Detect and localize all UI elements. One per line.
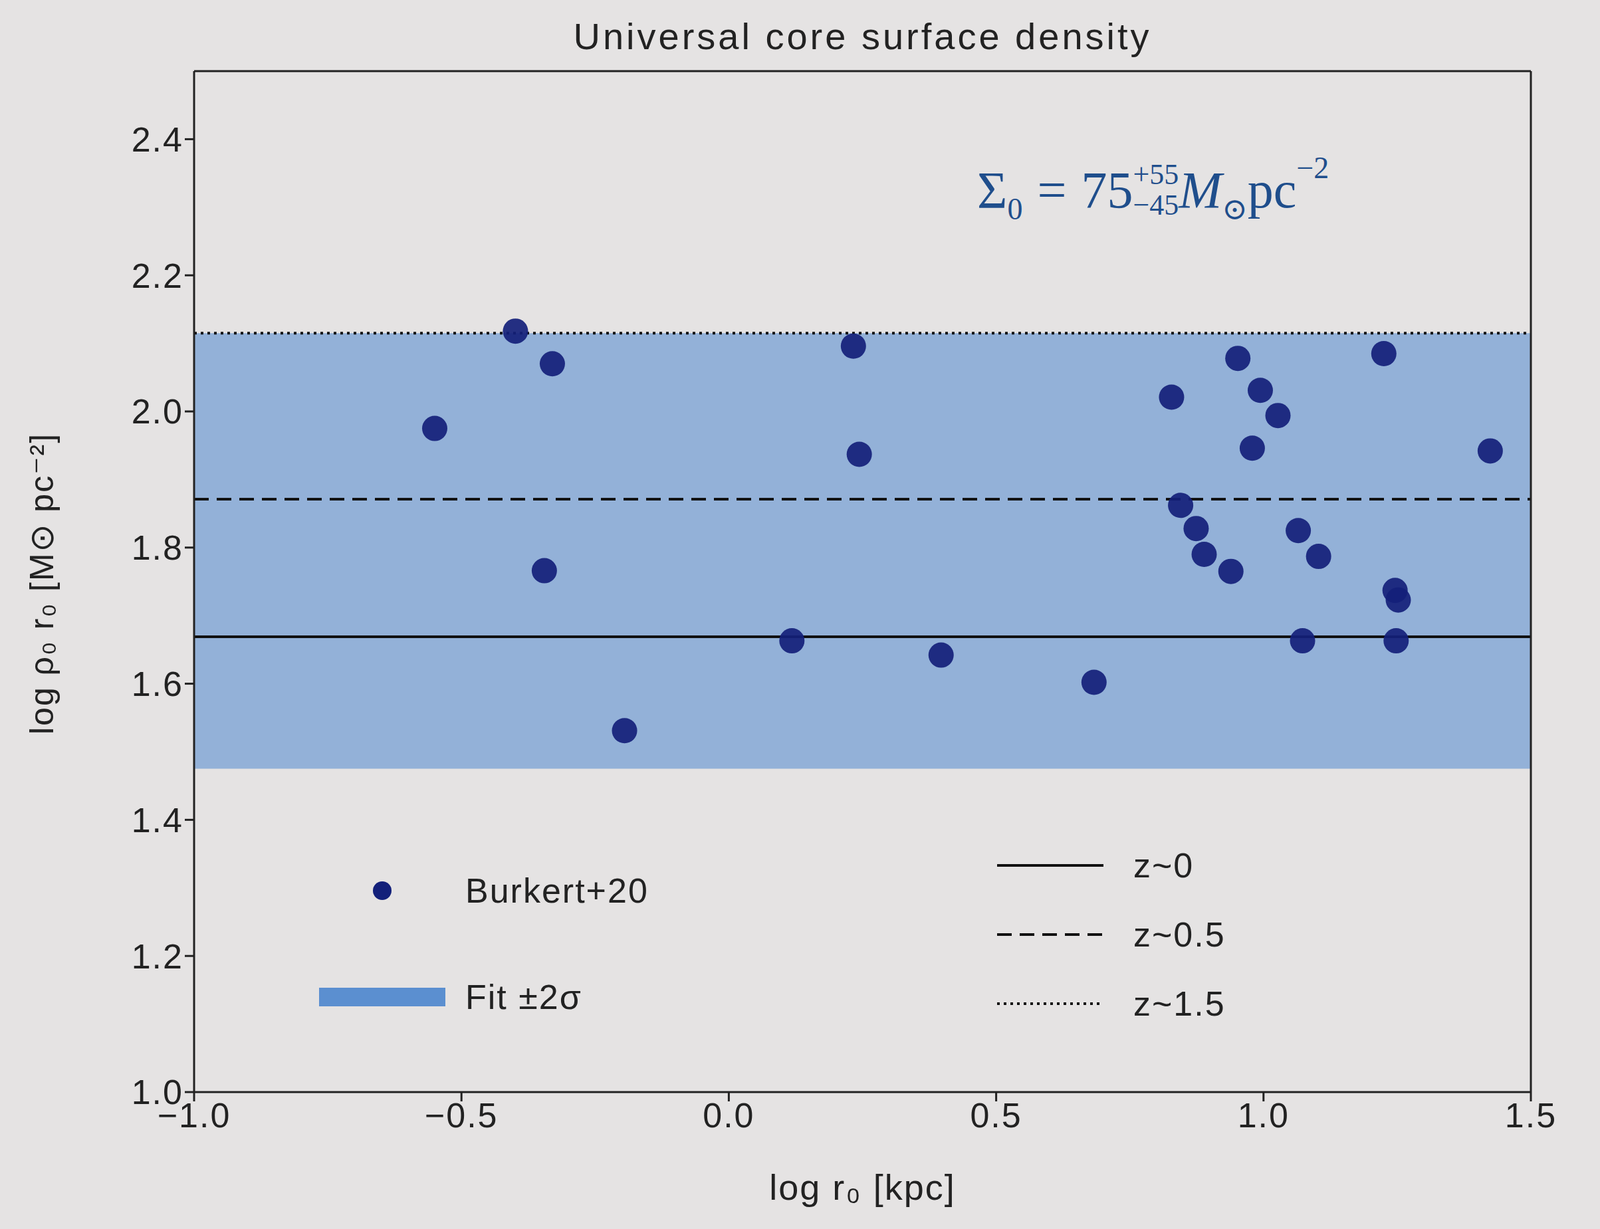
html-text:−45M⊙pc−2: −45M⊙pc−2 — [1132, 150, 1329, 227]
svg-text:1.4: 1.4 — [131, 800, 184, 840]
svg-text:1.5: 1.5 — [1504, 1096, 1557, 1135]
html-text:z~0.5: z~0.5 — [1133, 915, 1226, 954]
html-text:Universal core surface density: Universal core surface density — [573, 15, 1152, 58]
svg-text:1.0: 1.0 — [131, 1072, 184, 1112]
svg-text:0.5: 0.5 — [969, 1096, 1022, 1135]
svg-text:−0.5: −0.5 — [424, 1096, 499, 1135]
svg-text:2.0: 2.0 — [131, 392, 184, 431]
html-text:Burkert+20: Burkert+20 — [465, 871, 649, 911]
svg-text:1.2: 1.2 — [131, 937, 184, 976]
html-text:z~1.5: z~1.5 — [1133, 984, 1226, 1024]
svg-text:log r₀ [kpc]: log r₀ [kpc] — [769, 1167, 956, 1208]
svg-text:1.6: 1.6 — [131, 664, 184, 704]
svg-text:log ρ₀ r₀ [M⊙ pc⁻²]: log ρ₀ r₀ [M⊙ pc⁻²] — [23, 432, 61, 735]
svg-text:1.0: 1.0 — [1237, 1096, 1290, 1135]
html-text:Σ0 = 75+55: Σ0 = 75+55 — [977, 158, 1179, 227]
svg-text:−1.0: −1.0 — [157, 1096, 231, 1135]
svg-text:0.0: 0.0 — [702, 1096, 755, 1135]
svg-text:1.8: 1.8 — [131, 528, 184, 568]
svg-text:2.4: 2.4 — [131, 120, 184, 159]
svg-text:2.2: 2.2 — [131, 256, 184, 296]
html-text:z~0: z~0 — [1133, 846, 1195, 885]
html-text:Fit ±2σ: Fit ±2σ — [465, 977, 583, 1017]
